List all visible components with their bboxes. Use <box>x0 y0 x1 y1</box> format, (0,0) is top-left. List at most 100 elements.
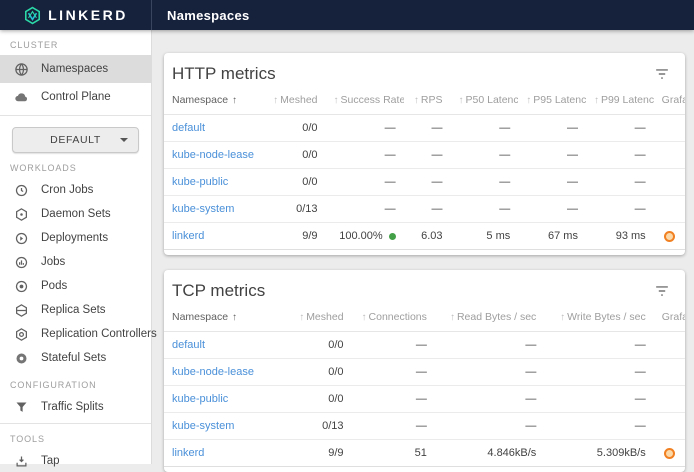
sidebar-item-deployments[interactable]: Deployments <box>0 226 151 250</box>
sidebar-item-label: Control Plane <box>41 91 111 103</box>
meshed-cell: 0/0 <box>263 169 326 196</box>
table-row: linkerd 9/9 100.00% 6.03 5 ms 67 ms 93 m… <box>164 223 685 250</box>
namespace-link[interactable]: kube-public <box>172 176 228 188</box>
sidebar-item-replica-sets[interactable]: Replica Sets <box>0 298 151 322</box>
sidebar-item-control-plane[interactable]: Control Plane <box>0 83 151 111</box>
tcp-metrics-table: Namespace↑ ↑Meshed ↑Connections ↑Read By… <box>164 308 685 467</box>
connections-cell: 51 <box>352 440 435 467</box>
column-header-namespace[interactable]: Namespace↑ <box>164 308 279 332</box>
p99-cell: 93 ms <box>586 223 654 250</box>
sidebar-item-pods[interactable]: Pods <box>0 274 151 298</box>
sidebar-item-label: Cron Jobs <box>41 184 93 196</box>
globe-icon <box>13 61 29 77</box>
p50-cell: — <box>451 196 519 223</box>
sort-icon: ↑ <box>334 95 339 106</box>
read-bytes-cell: 4.846kB/s <box>435 440 544 467</box>
success-rate-cell: — <box>326 196 404 223</box>
namespace-selector-dropdown[interactable]: DEFAULT <box>12 127 139 153</box>
sidebar-item-traffic-splits[interactable]: Traffic Splits <box>0 395 151 419</box>
meshed-cell: 0/0 <box>279 386 352 413</box>
sidebar-item-label: Stateful Sets <box>41 352 106 364</box>
pod-circle-icon <box>13 278 29 294</box>
column-header-meshed[interactable]: ↑Meshed <box>279 308 352 332</box>
column-header-grafana: Grafana <box>654 91 685 115</box>
namespace-link[interactable]: kube-system <box>172 203 234 215</box>
filter-icon[interactable] <box>653 283 671 299</box>
column-header-p95[interactable]: ↑P95 Latency <box>518 91 586 115</box>
sidebar-item-label: Traffic Splits <box>41 401 104 413</box>
linkerd-brand[interactable]: LINKERD <box>0 0 152 30</box>
column-header-p50[interactable]: ↑P50 Latency <box>451 91 519 115</box>
column-header-rps[interactable]: ↑RPS <box>404 91 451 115</box>
namespace-link[interactable]: kube-public <box>172 393 228 405</box>
sort-icon: ↑ <box>459 95 464 106</box>
main-content: HTTP metrics Namespace↑ ↑Meshed ↑Success… <box>152 30 694 464</box>
p50-cell: — <box>451 115 519 142</box>
deploy-circle-icon <box>13 230 29 246</box>
meshed-cell: 9/9 <box>263 223 326 250</box>
p99-cell: — <box>586 142 654 169</box>
namespace-link[interactable]: default <box>172 122 205 134</box>
hexagon-icon <box>13 206 29 222</box>
column-header-write-bytes[interactable]: ↑Write Bytes / sec <box>544 308 653 332</box>
success-status-dot <box>389 233 396 240</box>
sidebar-item-replication-controllers[interactable]: Replication Controllers <box>0 322 151 346</box>
meshed-cell: 0/13 <box>263 196 326 223</box>
p95-cell: 67 ms <box>518 223 586 250</box>
column-header-namespace[interactable]: Namespace↑ <box>164 91 263 115</box>
filter-icon[interactable] <box>653 66 671 82</box>
column-header-success-rate[interactable]: ↑Success Rate <box>326 91 404 115</box>
write-bytes-cell: — <box>544 332 653 359</box>
sort-icon: ↑ <box>560 312 565 323</box>
table-row: kube-system 0/13 — — — <box>164 413 685 440</box>
section-label-tools: TOOLS <box>0 424 151 449</box>
p99-cell: — <box>586 196 654 223</box>
namespace-link[interactable]: linkerd <box>172 230 204 242</box>
write-bytes-cell: — <box>544 413 653 440</box>
success-rate-cell: — <box>326 169 404 196</box>
namespace-selector-value: DEFAULT <box>50 134 101 146</box>
sidebar-item-namespaces[interactable]: Namespaces <box>0 55 151 83</box>
sort-icon: ↑ <box>273 95 278 106</box>
grafana-cell <box>654 386 685 413</box>
sidebar-item-label: Jobs <box>41 256 65 268</box>
filled-circle-icon <box>13 350 29 366</box>
namespace-link[interactable]: linkerd <box>172 447 204 459</box>
sidebar-item-stateful-sets[interactable]: Stateful Sets <box>0 346 151 370</box>
p95-cell: — <box>518 115 586 142</box>
sidebar-item-jobs[interactable]: Jobs <box>0 250 151 274</box>
table-row: kube-public 0/0 — — — <box>164 386 685 413</box>
grafana-icon[interactable] <box>664 231 675 242</box>
rps-cell: — <box>404 142 451 169</box>
sidebar-item-label: Replication Controllers <box>41 328 157 340</box>
linkerd-logo-icon <box>23 6 42 25</box>
column-header-read-bytes[interactable]: ↑Read Bytes / sec <box>435 308 544 332</box>
controller-hexagon-icon <box>13 326 29 342</box>
sort-icon: ↑ <box>414 95 419 106</box>
table-row: default 0/0 — — — — — <box>164 115 685 142</box>
read-bytes-cell: — <box>435 332 544 359</box>
rps-cell: 6.03 <box>404 223 451 250</box>
grafana-icon[interactable] <box>664 448 675 459</box>
sidebar-item-label: Pods <box>41 280 67 292</box>
namespace-link[interactable]: kube-system <box>172 420 234 432</box>
p50-cell: 5 ms <box>451 223 519 250</box>
meshed-cell: 9/9 <box>279 440 352 467</box>
sidebar-item-label: Namespaces <box>41 63 108 75</box>
connections-cell: — <box>352 332 435 359</box>
namespace-link[interactable]: kube-node-lease <box>172 366 254 378</box>
tcp-metrics-card: TCP metrics Namespace↑ ↑Meshed ↑Connecti… <box>164 270 685 472</box>
namespace-link[interactable]: default <box>172 339 205 351</box>
column-header-p99[interactable]: ↑P99 Latency <box>586 91 654 115</box>
connections-cell: — <box>352 413 435 440</box>
column-header-meshed[interactable]: ↑Meshed <box>263 91 326 115</box>
meshed-cell: 0/0 <box>263 115 326 142</box>
write-bytes-cell: — <box>544 359 653 386</box>
p95-cell: — <box>518 169 586 196</box>
column-header-connections[interactable]: ↑Connections <box>352 308 435 332</box>
sidebar-item-cron-jobs[interactable]: Cron Jobs <box>0 178 151 202</box>
namespace-link[interactable]: kube-node-lease <box>172 149 254 161</box>
write-bytes-cell: — <box>544 386 653 413</box>
sidebar-item-daemon-sets[interactable]: Daemon Sets <box>0 202 151 226</box>
sort-asc-icon: ↑ <box>232 312 237 323</box>
